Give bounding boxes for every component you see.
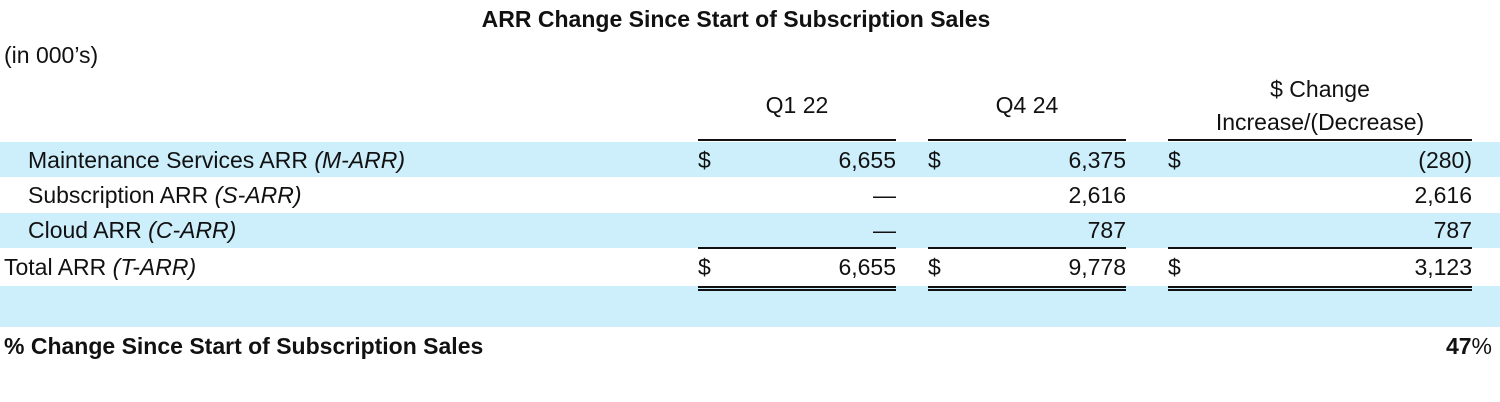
total-change: 3,123 [1414,254,1472,280]
total-rule-q4 [928,247,1126,249]
cell-q4-24: 2,616 [1068,182,1126,208]
units-note: (in 000’s) [4,42,99,68]
table-row: Cloud ARR (C-ARR) — 787 787 [0,212,1500,248]
row-band-3 [0,213,1500,248]
cell-change: (280) [1418,147,1472,173]
table-title: ARR Change Since Start of Subscription S… [481,6,991,32]
header-q4-24: Q4 24 [995,92,1059,118]
double-underline-q1 [698,286,896,291]
currency-symbol: $ [1168,254,1181,280]
header-q1-22: Q1 22 [765,92,829,118]
header-underline-q4 [928,139,1126,141]
pct-change-number: 47 [1445,333,1472,359]
currency-symbol: $ [698,254,711,280]
row-band-spacer [0,286,1500,327]
currency-symbol: $ [1168,147,1181,173]
pct-change-label: % Change Since Start of Subscription Sal… [4,333,484,359]
cell-q1-22: — [873,217,896,243]
cell-change: 2,616 [1414,182,1472,208]
cell-q1-22: 6,655 [838,147,896,173]
currency-symbol: $ [698,147,711,173]
row-label: Maintenance Services ARR (M-ARR) [28,147,406,173]
header-change-line1: $ Change [1270,76,1370,102]
row-label: Subscription ARR (S-ARR) [28,182,302,208]
total-rule-change [1168,247,1472,249]
cell-change: 787 [1433,217,1472,243]
header-underline-q1 [698,139,896,141]
total-rule-q1 [698,247,896,249]
header-underline-change [1168,139,1472,141]
row-band-1 [0,142,1500,177]
cell-q4-24: 787 [1087,217,1126,243]
pct-change-suffix: % [1471,333,1492,359]
double-underline-q4 [928,286,1126,291]
double-underline-change [1168,286,1472,291]
total-label: Total ARR (T-ARR) [4,254,197,280]
pct-change-value: 47% [1446,333,1492,360]
total-q1-22: 6,655 [838,254,896,280]
total-q4-24: 9,778 [1068,254,1126,280]
currency-symbol: $ [928,147,941,173]
cell-q1-22: — [873,182,896,208]
currency-symbol: $ [928,254,941,280]
table-row: Maintenance Services ARR (M-ARR) $ 6,655… [0,142,1500,178]
total-row: Total ARR (T-ARR) $ 6,655 $ 9,778 $ 3,12… [0,249,1500,285]
cell-q4-24: 6,375 [1068,147,1126,173]
table-row: Subscription ARR (S-ARR) — 2,616 2,616 [0,177,1500,213]
header-change-line2: Increase/(Decrease) [1215,109,1425,135]
row-label: Cloud ARR (C-ARR) [28,217,237,243]
